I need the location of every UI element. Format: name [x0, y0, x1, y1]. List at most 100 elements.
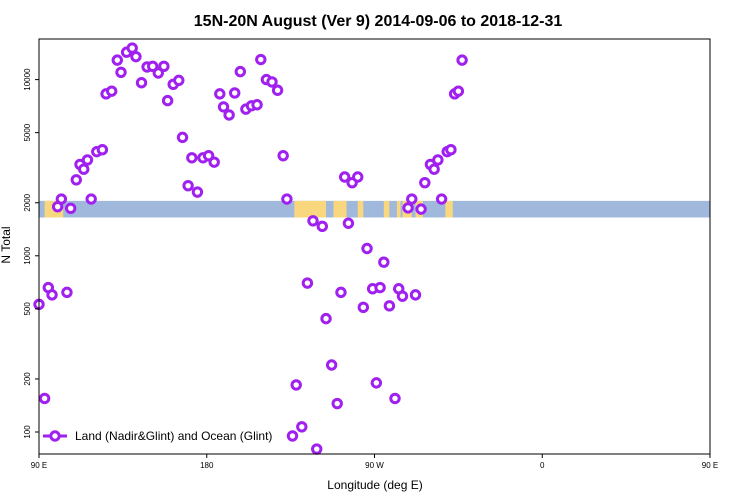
data-point	[296, 421, 308, 433]
data-point	[331, 397, 343, 410]
data-point	[352, 171, 364, 183]
x-tick-label: 180	[200, 461, 214, 470]
data-point	[432, 154, 444, 166]
legend: Land (Nadir&Glint) and Ocean (Glint)	[43, 429, 272, 443]
data-point	[161, 94, 174, 107]
data-point	[428, 163, 440, 175]
data-point	[266, 76, 278, 88]
x-axis-label: Longitude (deg E)	[327, 478, 422, 492]
land-region	[445, 200, 453, 218]
data-point	[217, 101, 230, 113]
data-point	[383, 300, 396, 312]
data-point	[186, 152, 198, 164]
data-point	[55, 193, 68, 205]
ocean-land-band	[39, 200, 710, 218]
land-region	[357, 200, 364, 218]
data-point	[191, 186, 204, 198]
data-point	[452, 85, 465, 97]
y-tick-label: 200	[23, 372, 32, 386]
x-tick-label: 90 E	[702, 461, 718, 470]
data-point	[435, 193, 448, 205]
land-region	[333, 200, 347, 218]
chart-title: 15N-20N August (Ver 9) 2014-09-06 to 201…	[194, 13, 563, 30]
x-tick-label: 0	[540, 461, 545, 470]
data-point	[402, 202, 414, 214]
land-region	[396, 200, 401, 218]
data-point	[271, 84, 284, 96]
data-point	[255, 53, 267, 66]
data-point	[335, 286, 347, 299]
y-tick-label: 2000	[23, 193, 32, 211]
data-point	[96, 144, 109, 156]
data-point	[409, 289, 422, 301]
data-point	[290, 379, 302, 391]
data-point	[126, 42, 138, 54]
y-axis-label: N Total	[0, 226, 13, 263]
data-point	[223, 109, 235, 121]
data-point	[46, 289, 58, 301]
data-point	[176, 131, 189, 144]
y-tick-label: 500	[23, 302, 32, 316]
data-point	[342, 217, 355, 229]
data-point	[281, 193, 293, 205]
data-point	[361, 242, 373, 255]
data-point	[396, 290, 409, 302]
data-point	[85, 193, 97, 205]
data-point	[152, 67, 164, 79]
data-point	[419, 176, 431, 189]
land-region	[383, 200, 390, 218]
y-axis-ticks: 100 200 500 1000 2000 5000 10000	[23, 68, 39, 439]
data-point	[370, 377, 383, 389]
data-point	[173, 74, 185, 87]
data-point	[311, 443, 323, 455]
legend-marker	[49, 430, 61, 442]
data-point	[70, 174, 82, 186]
legend-label: Land (Nadir&Glint) and Ocean (Glint)	[75, 429, 272, 443]
data-point	[389, 392, 401, 405]
data-point	[135, 77, 148, 89]
y-tick-label: 10000	[23, 68, 32, 91]
data-point	[64, 202, 77, 215]
data-point	[61, 286, 73, 299]
x-tick-label: 90 W	[365, 461, 384, 470]
data-point	[158, 60, 170, 72]
data-point	[251, 99, 263, 111]
data-point	[301, 277, 314, 289]
data-point	[277, 149, 289, 162]
data-point	[130, 50, 142, 63]
data-point	[357, 301, 370, 314]
data-points	[33, 42, 468, 455]
data-point	[445, 144, 457, 156]
data-point	[115, 66, 127, 79]
data-point	[307, 215, 319, 227]
data-point	[456, 54, 468, 66]
data-point	[374, 281, 386, 294]
y-tick-label: 100	[23, 425, 32, 439]
land-region	[294, 200, 327, 218]
data-point	[146, 60, 159, 72]
data-point	[208, 156, 220, 168]
data-point	[229, 87, 241, 99]
data-point	[182, 179, 194, 192]
data-point	[111, 54, 123, 66]
ocean-band	[39, 200, 710, 218]
data-point	[105, 85, 118, 97]
data-point	[338, 171, 351, 183]
y-tick-label: 1000	[23, 246, 32, 264]
y-tick-label: 5000	[23, 123, 32, 141]
data-point	[78, 163, 90, 175]
data-point	[81, 154, 94, 166]
data-point	[325, 359, 338, 371]
data-point	[378, 256, 390, 268]
data-point	[406, 193, 418, 205]
data-point	[214, 88, 226, 100]
data-point	[320, 312, 332, 325]
data-point	[415, 203, 427, 215]
plot-frame	[38, 38, 711, 455]
data-point	[316, 220, 329, 233]
x-tick-label: 90 E	[31, 461, 47, 470]
x-axis-ticks: 90 E 180 90 W 0 90 E	[31, 454, 718, 470]
data-point	[234, 65, 247, 78]
data-point	[286, 430, 299, 442]
